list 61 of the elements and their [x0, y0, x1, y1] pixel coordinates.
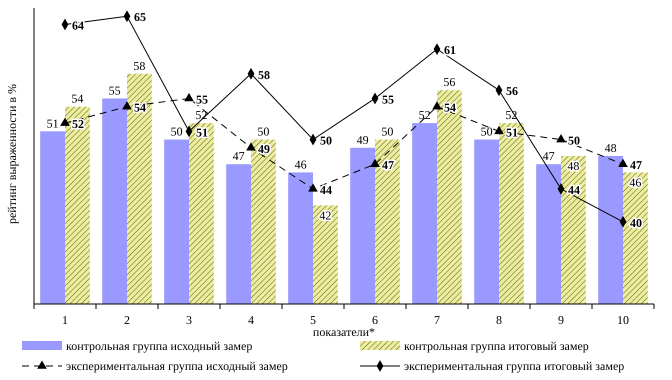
x-tick-label: 5	[310, 313, 316, 327]
data-label: 58	[258, 68, 270, 82]
legend-label: экспериментальная группа итоговый замер	[404, 359, 624, 373]
data-label: 44	[320, 182, 332, 197]
point	[556, 134, 566, 142]
x-tick-label: 4	[248, 313, 254, 327]
data-label: 51	[196, 125, 208, 140]
data-label: 51	[506, 125, 518, 140]
x-tick-label: 3	[186, 313, 192, 327]
data-label: 49	[356, 132, 369, 147]
data-label: 54	[444, 100, 456, 115]
data-label: 56	[443, 75, 456, 90]
data-label: 47	[542, 149, 555, 164]
data-label: 50	[568, 134, 580, 148]
data-label: 51	[46, 116, 59, 130]
legend-label: контрольная группа итоговый замер	[404, 339, 589, 353]
x-tick-label: 8	[496, 313, 502, 327]
data-label: 47	[382, 158, 394, 172]
data-label: 50	[480, 124, 493, 139]
x-tick-label: 7	[434, 313, 440, 327]
x-tick-label: 2	[124, 313, 130, 327]
x-axis-title: показатели*	[312, 325, 376, 339]
y-axis-title: рейтинг выраженности в %	[5, 84, 19, 224]
x-tick-label: 6	[372, 313, 378, 327]
point	[308, 183, 318, 192]
data-label: 55	[108, 83, 121, 98]
data-label: 56	[506, 84, 518, 98]
data-label: 47	[630, 158, 642, 172]
legend-label: контрольная группа исходный замер	[66, 339, 252, 353]
point	[432, 101, 442, 110]
point	[60, 118, 70, 126]
data-label: 49	[258, 142, 270, 156]
x-tick-label: 10	[617, 313, 629, 327]
point	[184, 92, 194, 102]
data-label: 42	[319, 208, 332, 222]
data-label: 48	[567, 159, 580, 173]
data-label: 46	[294, 157, 307, 172]
point	[122, 101, 132, 110]
data-label: 52	[418, 108, 431, 122]
data-label: 61	[444, 43, 456, 58]
data-label: 55	[382, 92, 394, 106]
data-label: 58	[133, 58, 146, 73]
data-label: 64	[72, 18, 84, 32]
point	[246, 142, 256, 151]
x-tick-label: 9	[558, 313, 564, 327]
point	[618, 158, 628, 167]
data-label: 50	[320, 134, 332, 148]
point	[370, 158, 380, 167]
data-label: 50	[381, 124, 394, 139]
data-label: 50	[170, 124, 183, 139]
point	[494, 126, 504, 134]
legend-label: экспериментальная группа исходный замер	[66, 359, 288, 373]
x-tick-label: 1	[62, 313, 68, 327]
data-label: 48	[604, 141, 617, 155]
data-label: 55	[196, 92, 208, 106]
data-label: 65	[134, 10, 146, 24]
data-label: 54	[134, 100, 146, 115]
data-label: 50	[257, 124, 270, 139]
data-label: 40	[630, 216, 642, 230]
data-label: 47	[232, 149, 245, 164]
data-label: 54	[71, 92, 84, 106]
